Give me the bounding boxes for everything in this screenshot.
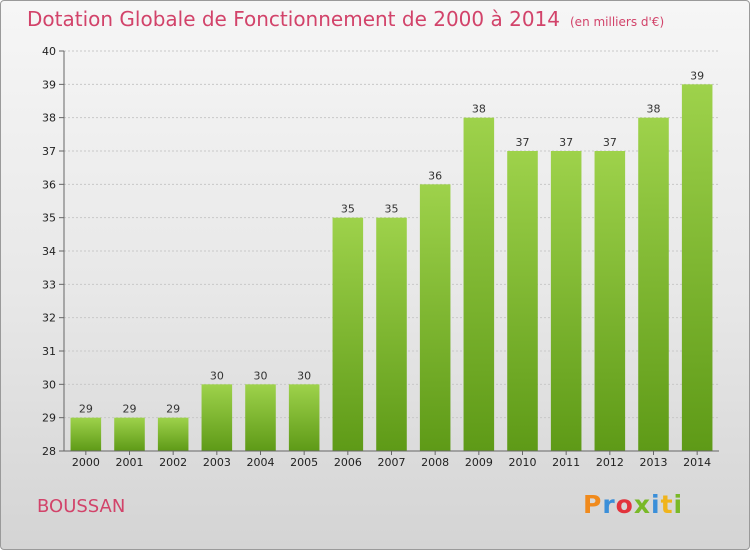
- data-label-2008: 36: [428, 169, 442, 182]
- y-tick-label: 39: [42, 78, 56, 91]
- x-tick-label-2012: 2012: [596, 456, 624, 469]
- bar-2008: [419, 184, 451, 452]
- bar-2012: [594, 151, 626, 451]
- x-tick-label-2005: 2005: [290, 456, 318, 469]
- data-label-2002: 29: [166, 403, 180, 416]
- x-tick-label-2008: 2008: [421, 456, 449, 469]
- data-label-2004: 30: [254, 369, 268, 382]
- logo-letter: i: [651, 490, 661, 519]
- y-tick-label: 29: [42, 412, 56, 425]
- x-tick-label-2003: 2003: [203, 456, 231, 469]
- bar-2011: [550, 151, 582, 451]
- bar-2014: [681, 84, 713, 451]
- x-tick-label-2011: 2011: [552, 456, 580, 469]
- data-label-2011: 37: [559, 136, 573, 149]
- bar-2004: [245, 384, 276, 451]
- data-label-2006: 35: [341, 203, 355, 216]
- labels: 28 29 30 31 32 33 34 35 36 37 38 39 40 29 2000 29 2001 29…: [42, 45, 711, 469]
- y-tick-label: 31: [42, 345, 56, 358]
- x-tick-label-2007: 2007: [378, 456, 406, 469]
- logo-letter: o: [615, 490, 634, 519]
- data-label-2003: 30: [210, 369, 224, 382]
- proxiti-logo[interactable]: Proxiti: [583, 490, 683, 519]
- data-label-2012: 37: [603, 136, 617, 149]
- y-tick-label: 38: [42, 112, 56, 125]
- x-tick-label-2014: 2014: [683, 456, 711, 469]
- commune-name: BOUSSAN: [37, 496, 126, 517]
- y-tick-label: 30: [42, 378, 56, 391]
- data-label-2001: 29: [123, 403, 137, 416]
- logo-letter: r: [602, 490, 616, 519]
- chart-title: Dotation Globale de Fonctionnement de 20…: [27, 7, 664, 31]
- logo-letter: t: [660, 490, 674, 519]
- y-tick-label: 28: [42, 445, 56, 458]
- bar-2000: [70, 417, 102, 451]
- data-label-2000: 29: [79, 403, 93, 416]
- logo-letter: P: [583, 490, 603, 519]
- y-tick-label: 33: [42, 278, 56, 291]
- bar-2001: [114, 417, 145, 451]
- bar-2006: [332, 217, 364, 451]
- bar-2010: [507, 151, 538, 451]
- data-label-2013: 38: [647, 103, 661, 116]
- x-tick-label-2001: 2001: [116, 456, 144, 469]
- logo-letter: x: [633, 490, 651, 519]
- bar-2002: [157, 417, 189, 451]
- y-tick-label: 36: [42, 178, 56, 191]
- y-tick-label: 35: [42, 212, 56, 225]
- bars: [70, 84, 713, 452]
- data-label-2014: 39: [690, 69, 704, 82]
- axes: [59, 50, 719, 455]
- data-label-2009: 38: [472, 103, 486, 116]
- x-tick-label-2013: 2013: [640, 456, 668, 469]
- x-tick-label-2004: 2004: [247, 456, 275, 469]
- data-label-2007: 35: [385, 203, 399, 216]
- y-tick-label: 34: [42, 245, 56, 258]
- chart-unit: (en milliers d'€): [570, 15, 665, 29]
- x-tick-label-2009: 2009: [465, 456, 493, 469]
- bar-2013: [638, 117, 669, 452]
- y-tick-label: 32: [42, 312, 56, 325]
- bar-2007: [376, 217, 407, 451]
- y-tick-label: 37: [42, 145, 56, 158]
- logo-letter: i: [673, 490, 684, 519]
- bar-2005: [288, 384, 320, 451]
- x-tick-label-2002: 2002: [159, 456, 187, 469]
- x-tick-label-2010: 2010: [509, 456, 537, 469]
- data-label-2010: 37: [516, 136, 530, 149]
- x-tick-label-2000: 2000: [72, 456, 100, 469]
- x-tick-label-2006: 2006: [334, 456, 362, 469]
- y-tick-label: 40: [42, 45, 56, 58]
- bar-2003: [201, 384, 233, 451]
- chart-title-text: Dotation Globale de Fonctionnement de 20…: [27, 7, 560, 31]
- data-label-2005: 30: [297, 369, 311, 382]
- bar-2009: [463, 117, 495, 452]
